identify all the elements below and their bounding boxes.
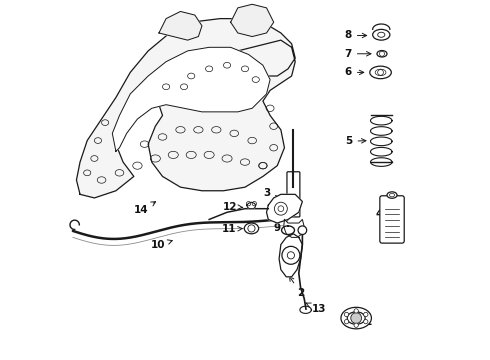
Circle shape: [344, 312, 349, 317]
Text: 1: 1: [359, 317, 372, 327]
Text: 6: 6: [344, 67, 364, 77]
Polygon shape: [279, 234, 302, 277]
Text: 5: 5: [345, 136, 366, 146]
Ellipse shape: [245, 223, 259, 234]
Text: 9: 9: [274, 217, 289, 233]
Text: 12: 12: [222, 202, 243, 212]
Polygon shape: [159, 12, 202, 40]
Circle shape: [274, 202, 287, 215]
Polygon shape: [267, 194, 302, 223]
Ellipse shape: [387, 192, 397, 198]
Circle shape: [298, 226, 307, 234]
Text: 11: 11: [221, 224, 242, 234]
Circle shape: [351, 313, 362, 323]
Circle shape: [354, 309, 358, 313]
Text: 10: 10: [151, 240, 172, 250]
Polygon shape: [112, 47, 270, 151]
Ellipse shape: [377, 50, 387, 57]
Ellipse shape: [373, 30, 390, 40]
Ellipse shape: [370, 66, 392, 79]
Text: 13: 13: [306, 303, 326, 314]
FancyBboxPatch shape: [380, 196, 404, 243]
Polygon shape: [76, 19, 295, 198]
Circle shape: [364, 312, 368, 317]
Circle shape: [354, 323, 358, 327]
Text: 8: 8: [344, 31, 367, 40]
Text: 7: 7: [344, 49, 371, 59]
Text: 14: 14: [134, 202, 156, 216]
Circle shape: [364, 319, 368, 324]
Polygon shape: [247, 202, 256, 209]
FancyBboxPatch shape: [287, 172, 300, 217]
Text: 4: 4: [376, 203, 389, 219]
Circle shape: [344, 319, 349, 324]
Polygon shape: [284, 220, 304, 237]
Text: 2: 2: [290, 276, 304, 298]
Text: 3: 3: [263, 188, 285, 199]
Ellipse shape: [341, 307, 371, 329]
Circle shape: [282, 246, 300, 264]
Polygon shape: [231, 4, 274, 37]
